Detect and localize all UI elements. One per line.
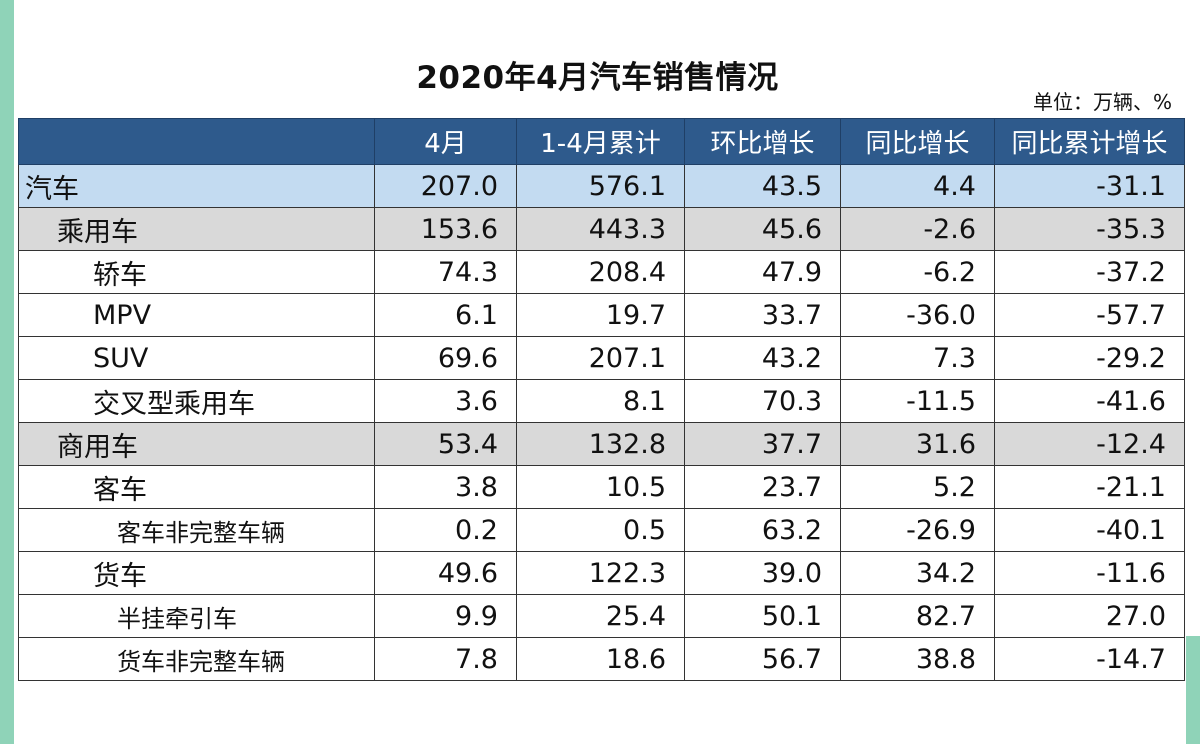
- cell-yoy-ytd: 27.0: [994, 594, 1185, 638]
- row-label: 客车: [18, 465, 375, 509]
- cell-yoy-ytd: -37.2: [994, 250, 1185, 294]
- right-edge-decoration: [1186, 636, 1200, 744]
- cell-yoy: 31.6: [840, 422, 995, 466]
- cell-yoy-ytd: -11.6: [994, 551, 1185, 595]
- row-label: 货车: [18, 551, 375, 595]
- table-row: 货车 49.6 122.3 39.0 34.2 -11.6: [18, 551, 1185, 595]
- cell-ytd: 8.1: [516, 379, 685, 423]
- cell-yoy-ytd: -12.4: [994, 422, 1185, 466]
- cell-april: 6.1: [374, 293, 517, 337]
- column-header-april: 4月: [374, 118, 517, 165]
- cell-mom: 50.1: [684, 594, 841, 638]
- row-label: 乘用车: [18, 207, 375, 251]
- cell-april: 53.4: [374, 422, 517, 466]
- row-label: 货车非完整车辆: [18, 637, 375, 681]
- cell-yoy: -2.6: [840, 207, 995, 251]
- table-row: 汽车 207.0 576.1 43.5 4.4 -31.1: [18, 164, 1185, 208]
- table-row: 半挂牵引车 9.9 25.4 50.1 82.7 27.0: [18, 594, 1185, 638]
- cell-yoy-ytd: -14.7: [994, 637, 1185, 681]
- table-row: 乘用车 153.6 443.3 45.6 -2.6 -35.3: [18, 207, 1185, 251]
- row-label: 轿车: [18, 250, 375, 294]
- cell-april: 69.6: [374, 336, 517, 380]
- table-row: 货车非完整车辆 7.8 18.6 56.7 38.8 -14.7: [18, 637, 1185, 681]
- cell-ytd: 19.7: [516, 293, 685, 337]
- column-header-mom: 环比增长: [684, 118, 841, 165]
- unit-label: 单位：万辆、%: [1032, 90, 1172, 114]
- cell-yoy-ytd: -41.6: [994, 379, 1185, 423]
- cell-yoy: 38.8: [840, 637, 995, 681]
- table-row: SUV 69.6 207.1 43.2 7.3 -29.2: [18, 336, 1185, 380]
- cell-april: 9.9: [374, 594, 517, 638]
- row-label: 汽车: [18, 164, 375, 208]
- cell-ytd: 10.5: [516, 465, 685, 509]
- cell-yoy: 4.4: [840, 164, 995, 208]
- cell-ytd: 0.5: [516, 508, 685, 552]
- cell-yoy: 7.3: [840, 336, 995, 380]
- cell-yoy: -6.2: [840, 250, 995, 294]
- column-header-ytd: 1-4月累计: [516, 118, 685, 165]
- cell-ytd: 18.6: [516, 637, 685, 681]
- cell-mom: 33.7: [684, 293, 841, 337]
- cell-yoy: 5.2: [840, 465, 995, 509]
- cell-ytd: 122.3: [516, 551, 685, 595]
- table-row: 客车非完整车辆 0.2 0.5 63.2 -26.9 -40.1: [18, 508, 1185, 552]
- cell-yoy: -36.0: [840, 293, 995, 337]
- row-label: 客车非完整车辆: [18, 508, 375, 552]
- cell-ytd: 25.4: [516, 594, 685, 638]
- cell-ytd: 132.8: [516, 422, 685, 466]
- cell-mom: 47.9: [684, 250, 841, 294]
- left-edge-decoration: [0, 0, 14, 744]
- row-label: MPV: [18, 293, 375, 337]
- cell-yoy: 34.2: [840, 551, 995, 595]
- table-header-row: 4月 1-4月累计 环比增长 同比增长 同比累计增长: [18, 118, 1185, 165]
- page-title: 2020年4月汽车销售情况: [416, 60, 779, 96]
- cell-mom: 23.7: [684, 465, 841, 509]
- table-row: 交叉型乘用车 3.6 8.1 70.3 -11.5 -41.6: [18, 379, 1185, 423]
- column-header-yoy: 同比增长: [840, 118, 995, 165]
- cell-mom: 43.5: [684, 164, 841, 208]
- cell-yoy-ytd: -29.2: [994, 336, 1185, 380]
- sales-table: 4月 1-4月累计 环比增长 同比增长 同比累计增长 汽车 207.0 576.…: [18, 118, 1185, 681]
- cell-ytd: 443.3: [516, 207, 685, 251]
- cell-yoy-ytd: -31.1: [994, 164, 1185, 208]
- cell-yoy-ytd: -21.1: [994, 465, 1185, 509]
- cell-april: 49.6: [374, 551, 517, 595]
- cell-mom: 39.0: [684, 551, 841, 595]
- table-row: 商用车 53.4 132.8 37.7 31.6 -12.4: [18, 422, 1185, 466]
- cell-ytd: 207.1: [516, 336, 685, 380]
- cell-april: 3.8: [374, 465, 517, 509]
- cell-ytd: 576.1: [516, 164, 685, 208]
- cell-mom: 37.7: [684, 422, 841, 466]
- cell-april: 153.6: [374, 207, 517, 251]
- cell-yoy: -11.5: [840, 379, 995, 423]
- row-label: 交叉型乘用车: [18, 379, 375, 423]
- cell-mom: 56.7: [684, 637, 841, 681]
- table-row: 客车 3.8 10.5 23.7 5.2 -21.1: [18, 465, 1185, 509]
- column-header-category: [18, 118, 375, 165]
- row-label: 半挂牵引车: [18, 594, 375, 638]
- table-row: 轿车 74.3 208.4 47.9 -6.2 -37.2: [18, 250, 1185, 294]
- cell-yoy-ytd: -57.7: [994, 293, 1185, 337]
- cell-mom: 45.6: [684, 207, 841, 251]
- cell-yoy: -26.9: [840, 508, 995, 552]
- cell-mom: 63.2: [684, 508, 841, 552]
- cell-yoy-ytd: -40.1: [994, 508, 1185, 552]
- cell-ytd: 208.4: [516, 250, 685, 294]
- column-header-yoy-ytd: 同比累计增长: [994, 118, 1185, 165]
- row-label: SUV: [18, 336, 375, 380]
- cell-april: 3.6: [374, 379, 517, 423]
- cell-april: 7.8: [374, 637, 517, 681]
- cell-april: 74.3: [374, 250, 517, 294]
- cell-april: 0.2: [374, 508, 517, 552]
- cell-yoy-ytd: -35.3: [994, 207, 1185, 251]
- table-row: MPV 6.1 19.7 33.7 -36.0 -57.7: [18, 293, 1185, 337]
- cell-yoy: 82.7: [840, 594, 995, 638]
- row-label: 商用车: [18, 422, 375, 466]
- cell-mom: 70.3: [684, 379, 841, 423]
- cell-mom: 43.2: [684, 336, 841, 380]
- cell-april: 207.0: [374, 164, 517, 208]
